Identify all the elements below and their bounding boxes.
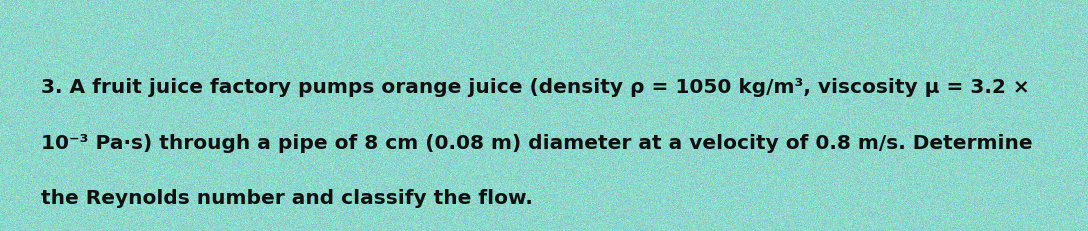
Text: 10⁻³ Pa·s) through a pipe of 8 cm (0.08 m) diameter at a velocity of 0.8 m/s. De: 10⁻³ Pa·s) through a pipe of 8 cm (0.08 … xyxy=(41,134,1033,153)
Text: 3. A fruit juice factory pumps orange juice (density ρ = 1050 kg/m³, viscosity μ: 3. A fruit juice factory pumps orange ju… xyxy=(41,78,1030,97)
Text: the Reynolds number and classify the flow.: the Reynolds number and classify the flo… xyxy=(41,189,533,208)
